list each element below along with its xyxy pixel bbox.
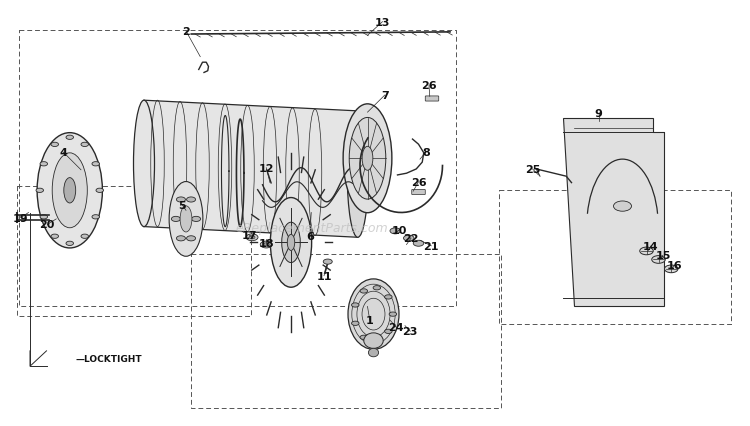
Circle shape xyxy=(66,136,74,140)
Circle shape xyxy=(51,235,58,239)
Circle shape xyxy=(187,236,196,241)
Circle shape xyxy=(413,241,424,247)
Circle shape xyxy=(352,303,359,308)
Circle shape xyxy=(614,201,632,212)
Text: 16: 16 xyxy=(668,260,682,270)
Circle shape xyxy=(81,143,88,147)
Text: 13: 13 xyxy=(375,17,390,28)
Ellipse shape xyxy=(348,279,399,349)
Circle shape xyxy=(360,335,368,340)
Ellipse shape xyxy=(37,133,102,248)
Ellipse shape xyxy=(180,206,192,233)
Ellipse shape xyxy=(246,234,258,241)
Circle shape xyxy=(390,228,400,234)
Circle shape xyxy=(385,295,392,299)
Circle shape xyxy=(176,198,185,203)
Text: 22: 22 xyxy=(404,233,418,244)
Text: 15: 15 xyxy=(656,250,670,261)
Ellipse shape xyxy=(350,118,386,200)
Text: 8: 8 xyxy=(422,147,430,158)
Ellipse shape xyxy=(170,182,202,256)
Ellipse shape xyxy=(640,248,653,255)
Text: 20: 20 xyxy=(40,220,55,230)
Circle shape xyxy=(176,236,185,241)
Ellipse shape xyxy=(263,243,269,247)
Text: 21: 21 xyxy=(424,241,439,251)
Text: 12: 12 xyxy=(259,163,274,173)
Circle shape xyxy=(81,235,88,239)
Text: 19: 19 xyxy=(13,213,28,223)
Ellipse shape xyxy=(134,101,154,227)
Text: 6: 6 xyxy=(306,231,314,242)
Ellipse shape xyxy=(282,223,300,263)
Polygon shape xyxy=(144,101,358,238)
Circle shape xyxy=(40,215,47,219)
Text: 18: 18 xyxy=(259,239,274,249)
Circle shape xyxy=(352,321,359,325)
Circle shape xyxy=(92,162,100,167)
Text: —LOCKTIGHT: —LOCKTIGHT xyxy=(75,354,142,363)
Circle shape xyxy=(389,312,397,317)
Ellipse shape xyxy=(362,147,373,171)
Text: 26: 26 xyxy=(411,177,426,187)
Text: 9: 9 xyxy=(595,109,602,119)
Ellipse shape xyxy=(343,105,392,213)
Circle shape xyxy=(92,215,100,219)
Polygon shape xyxy=(562,118,664,306)
Circle shape xyxy=(51,143,58,147)
Circle shape xyxy=(171,217,180,222)
Circle shape xyxy=(360,289,368,294)
FancyBboxPatch shape xyxy=(412,190,425,195)
Ellipse shape xyxy=(249,236,255,239)
Ellipse shape xyxy=(652,256,665,264)
Ellipse shape xyxy=(260,242,272,248)
Circle shape xyxy=(66,242,74,246)
Circle shape xyxy=(373,286,380,290)
Text: 7: 7 xyxy=(381,91,388,101)
Text: 11: 11 xyxy=(316,271,332,281)
Ellipse shape xyxy=(270,198,312,288)
Ellipse shape xyxy=(53,153,87,228)
Ellipse shape xyxy=(347,112,368,238)
Ellipse shape xyxy=(664,265,678,273)
Ellipse shape xyxy=(364,333,383,348)
Text: 25: 25 xyxy=(525,164,540,175)
Circle shape xyxy=(323,259,332,265)
Circle shape xyxy=(36,189,44,193)
Text: 1: 1 xyxy=(366,315,374,325)
Text: 4: 4 xyxy=(59,147,67,158)
Text: 14: 14 xyxy=(644,241,658,251)
FancyBboxPatch shape xyxy=(425,97,439,102)
Circle shape xyxy=(40,162,47,167)
Text: 23: 23 xyxy=(403,326,418,337)
Text: 24: 24 xyxy=(388,322,404,332)
Circle shape xyxy=(187,198,196,203)
Ellipse shape xyxy=(368,348,379,357)
Circle shape xyxy=(385,329,392,334)
Ellipse shape xyxy=(287,235,295,251)
Circle shape xyxy=(373,339,380,343)
Text: eReplacementParts.com: eReplacementParts.com xyxy=(235,222,388,234)
Circle shape xyxy=(96,189,104,193)
Text: 2: 2 xyxy=(182,27,190,37)
Text: 17: 17 xyxy=(242,230,256,240)
Text: 5: 5 xyxy=(178,200,186,210)
Text: 10: 10 xyxy=(392,225,407,235)
Circle shape xyxy=(404,236,414,242)
Text: 26: 26 xyxy=(422,81,436,91)
Ellipse shape xyxy=(64,178,76,204)
Circle shape xyxy=(192,217,201,222)
